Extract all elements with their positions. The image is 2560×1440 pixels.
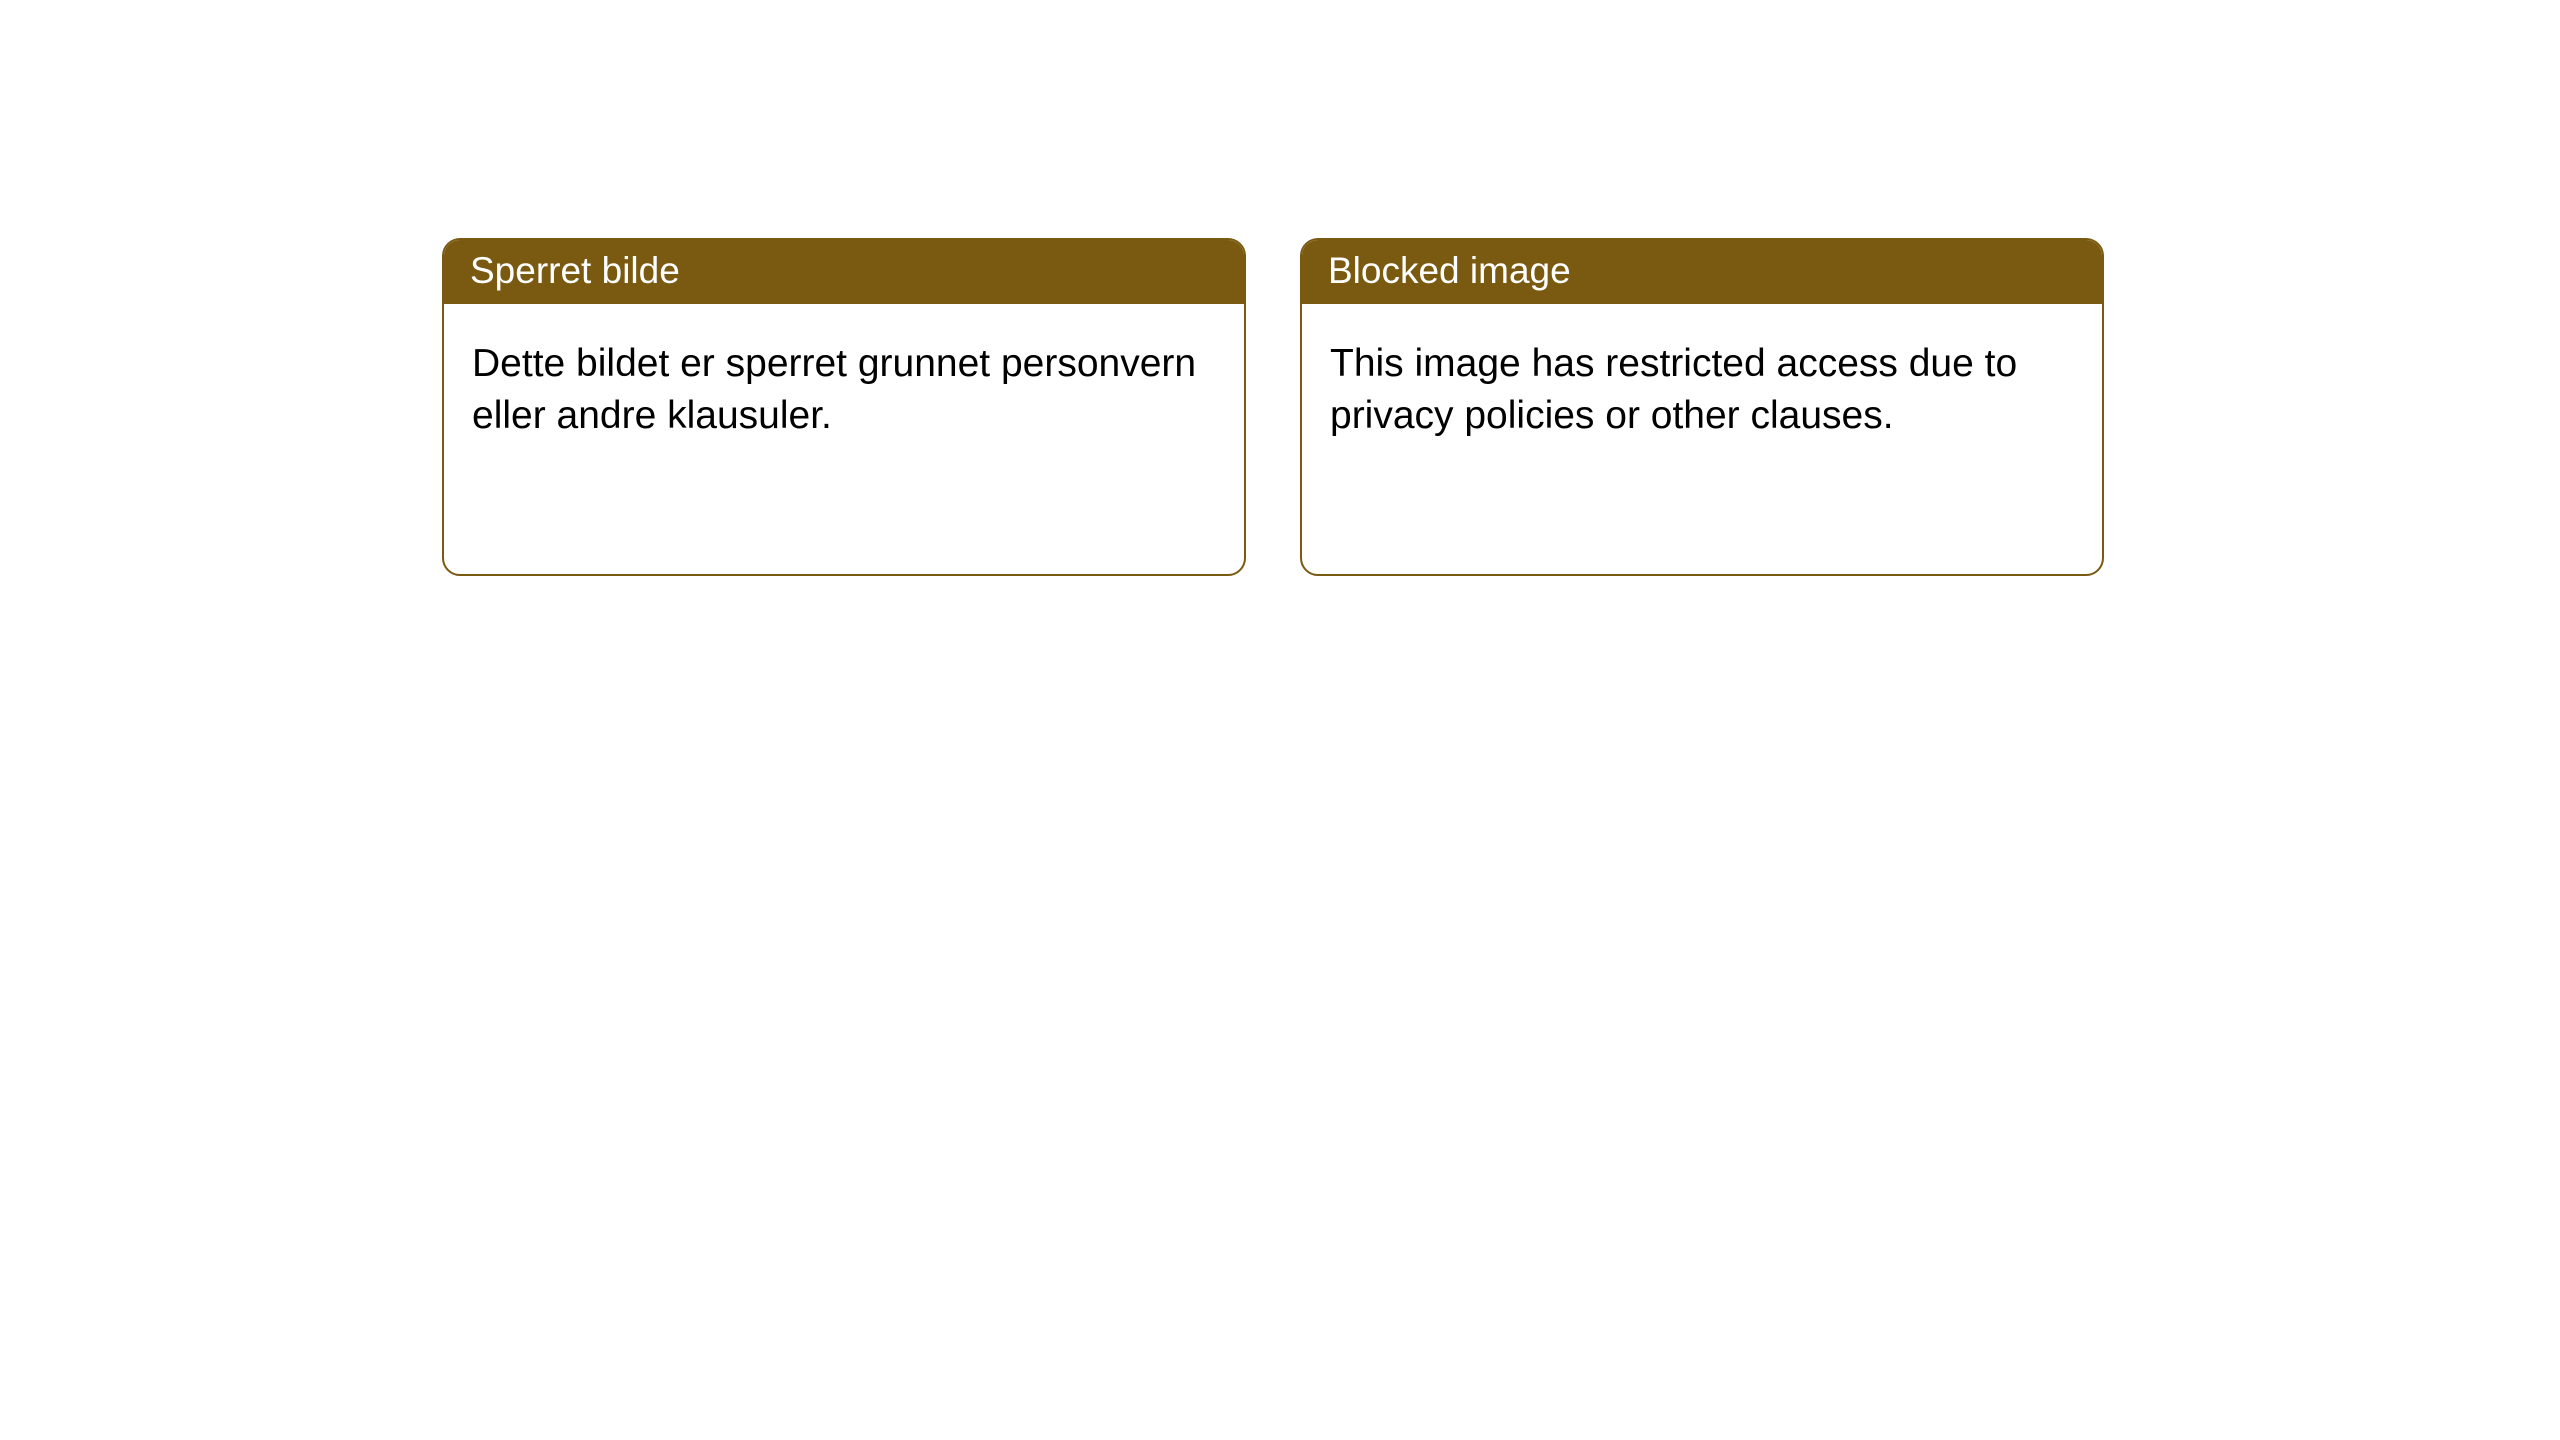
notice-container: Sperret bilde Dette bildet er sperret gr…: [0, 0, 2560, 576]
notice-card-english: Blocked image This image has restricted …: [1300, 238, 2104, 576]
notice-body-norwegian: Dette bildet er sperret grunnet personve…: [444, 304, 1244, 574]
notice-title-english: Blocked image: [1302, 240, 2102, 304]
notice-title-norwegian: Sperret bilde: [444, 240, 1244, 304]
notice-card-norwegian: Sperret bilde Dette bildet er sperret gr…: [442, 238, 1246, 576]
notice-body-english: This image has restricted access due to …: [1302, 304, 2102, 574]
